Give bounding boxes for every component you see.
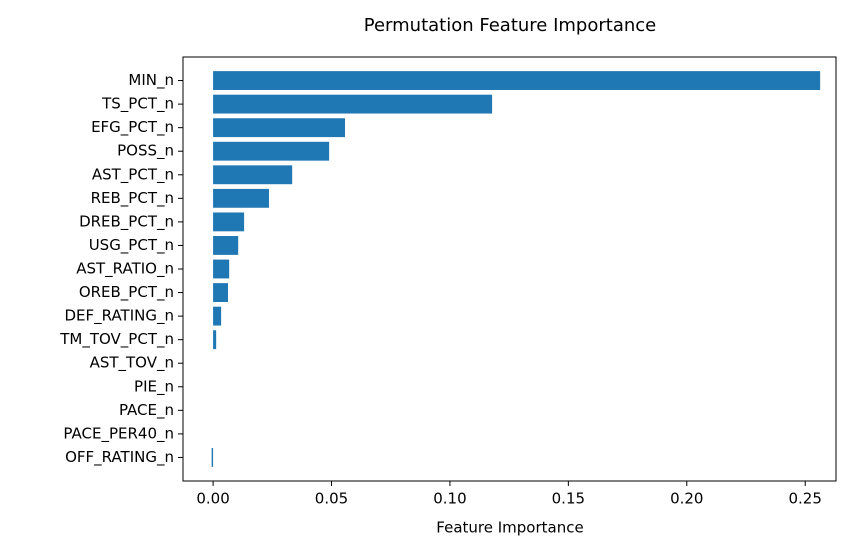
x-tick-label: 0.25 — [789, 490, 822, 508]
bar — [211, 448, 214, 467]
bar — [213, 212, 245, 232]
y-tick-label: OREB_PCT_n — [79, 283, 174, 302]
y-tick-label: REB_PCT_n — [91, 189, 174, 208]
bar — [213, 259, 230, 279]
x-tick-label: 0.10 — [433, 490, 466, 508]
x-tick-label: 0.15 — [552, 490, 585, 508]
y-tick-label: PACE_n — [119, 401, 174, 420]
bar — [213, 141, 330, 161]
x-tick-label: 0.05 — [315, 490, 348, 508]
bar — [213, 71, 821, 90]
chart-title: Permutation Feature Importance — [364, 15, 657, 36]
bar — [213, 236, 239, 255]
x-tick-label: 0.20 — [670, 490, 703, 508]
plot-frame — [182, 56, 837, 482]
y-tick-label: MIN_n — [128, 71, 174, 90]
y-tick-label: PIE_n — [134, 377, 174, 396]
x-tick-label: 0.00 — [196, 490, 229, 508]
bar — [213, 330, 217, 350]
y-tick-label: DEF_RATING_n — [64, 307, 174, 326]
y-tick-label: EFG_PCT_n — [91, 118, 174, 137]
y-tick-label: TS_PCT_n — [101, 95, 174, 114]
y-tick-label: TM_TOV_PCT_n — [59, 330, 174, 349]
y-tick-label: POSS_n — [117, 142, 174, 161]
bar — [213, 165, 293, 185]
y-tick-label: OFF_RATING_n — [65, 448, 174, 467]
x-axis-label: Feature Importance — [436, 519, 583, 537]
y-tick-label: AST_PCT_n — [92, 165, 174, 184]
y-tick-label: AST_TOV_n — [90, 354, 174, 373]
bar — [213, 188, 269, 208]
bar — [213, 283, 229, 302]
bar — [213, 94, 493, 114]
y-tick-label: PACE_PER40_n — [63, 424, 174, 443]
bar — [213, 306, 222, 326]
y-tick-label: USG_PCT_n — [89, 236, 174, 255]
y-tick-label: AST_RATIO_n — [76, 260, 174, 279]
bar — [213, 118, 346, 138]
y-tick-label: DREB_PCT_n — [79, 212, 174, 231]
